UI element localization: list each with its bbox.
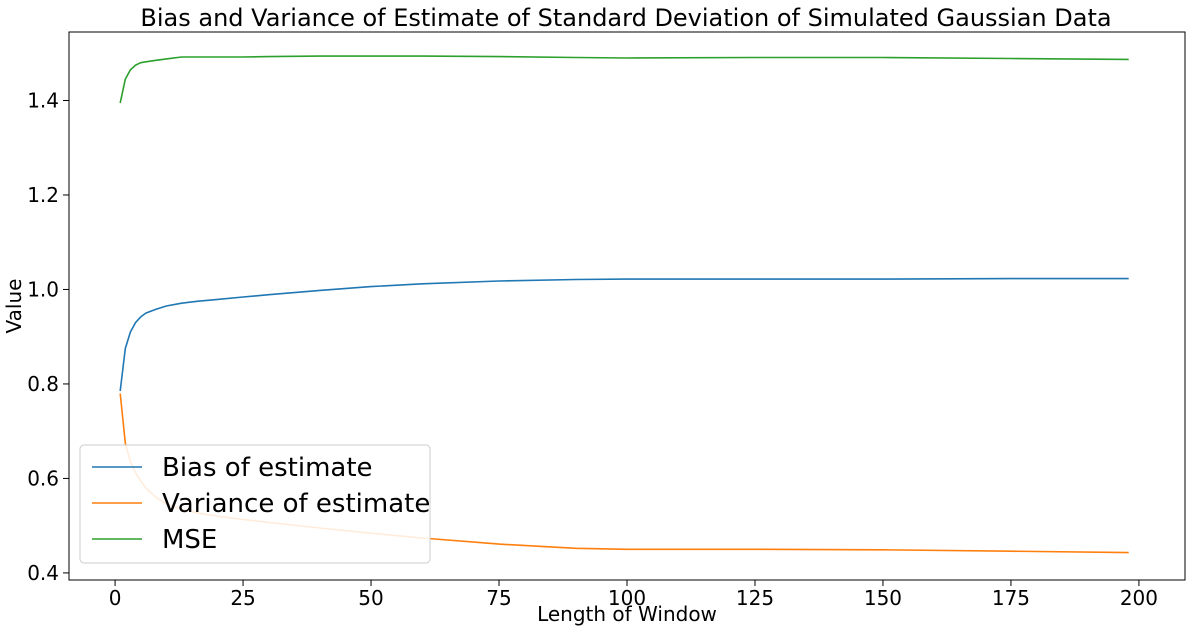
legend: Bias of estimate Variance of estimate MSE xyxy=(79,444,431,564)
x-tick-label: 75 xyxy=(486,586,511,610)
x-tick-label: 150 xyxy=(864,586,902,610)
x-axis-title: Length of Window xyxy=(537,602,717,626)
y-tick-label: 0.6 xyxy=(27,466,59,490)
legend-box xyxy=(79,444,431,564)
y-axis: 0.4 0.6 0.8 1.0 1.2 1.4 xyxy=(27,89,69,585)
x-tick-label: 50 xyxy=(358,586,383,610)
legend-label-1: Bias of estimate xyxy=(162,453,373,483)
x-tick-label: 125 xyxy=(736,586,774,610)
x-tick-label: 200 xyxy=(1120,586,1158,610)
x-tick-label: 25 xyxy=(230,586,255,610)
x-axis: 0 25 50 75 100 125 150 175 200 xyxy=(109,580,1158,610)
y-tick-label: 1.2 xyxy=(27,183,59,207)
x-tick-label: 175 xyxy=(992,586,1030,610)
y-tick-label: 0.8 xyxy=(27,372,59,396)
y-axis-title: Value xyxy=(2,279,26,334)
y-tick-label: 1.0 xyxy=(27,277,59,301)
legend-label-2: Variance of estimate xyxy=(162,489,430,519)
legend-label-3: MSE xyxy=(162,525,217,555)
y-tick-label: 1.4 xyxy=(27,89,59,113)
x-tick-label: 100 xyxy=(608,586,646,610)
x-tick-label: 0 xyxy=(109,586,122,610)
chart-title: Bias and Variance of Estimate of Standar… xyxy=(140,4,1111,32)
series-line-1 xyxy=(119,277,1129,392)
y-tick-label: 0.4 xyxy=(27,561,59,585)
series-line-3 xyxy=(119,55,1129,104)
